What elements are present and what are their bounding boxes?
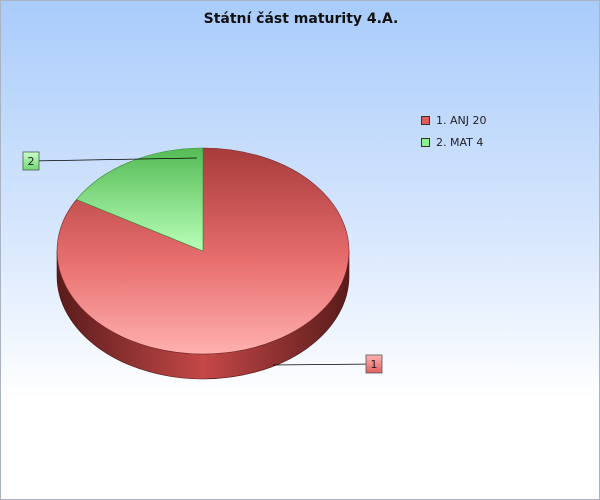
pie-slices [56, 147, 350, 355]
slice-label-box [365, 354, 383, 374]
legend-item: 2. MAT 4 [421, 131, 486, 153]
legend-swatch-green [421, 137, 430, 147]
legend-label: 2. MAT 4 [436, 135, 484, 149]
legend-swatch-red [421, 115, 430, 125]
legend: 1. ANJ 20 2. MAT 4 [421, 109, 486, 153]
chart-title: Státní část maturity 4.A. [203, 11, 399, 27]
leader-line [30, 157, 198, 162]
slice-label: 1 [371, 358, 378, 371]
legend-label: 1. ANJ 20 [436, 113, 487, 127]
slice-label: 2 [28, 155, 35, 168]
leader-line [272, 363, 375, 366]
pie-slice-2 [76, 147, 204, 252]
slice-label-box [22, 151, 40, 171]
legend-item: 1. ANJ 20 [421, 109, 486, 131]
slice-labels: 12 [22, 151, 383, 374]
